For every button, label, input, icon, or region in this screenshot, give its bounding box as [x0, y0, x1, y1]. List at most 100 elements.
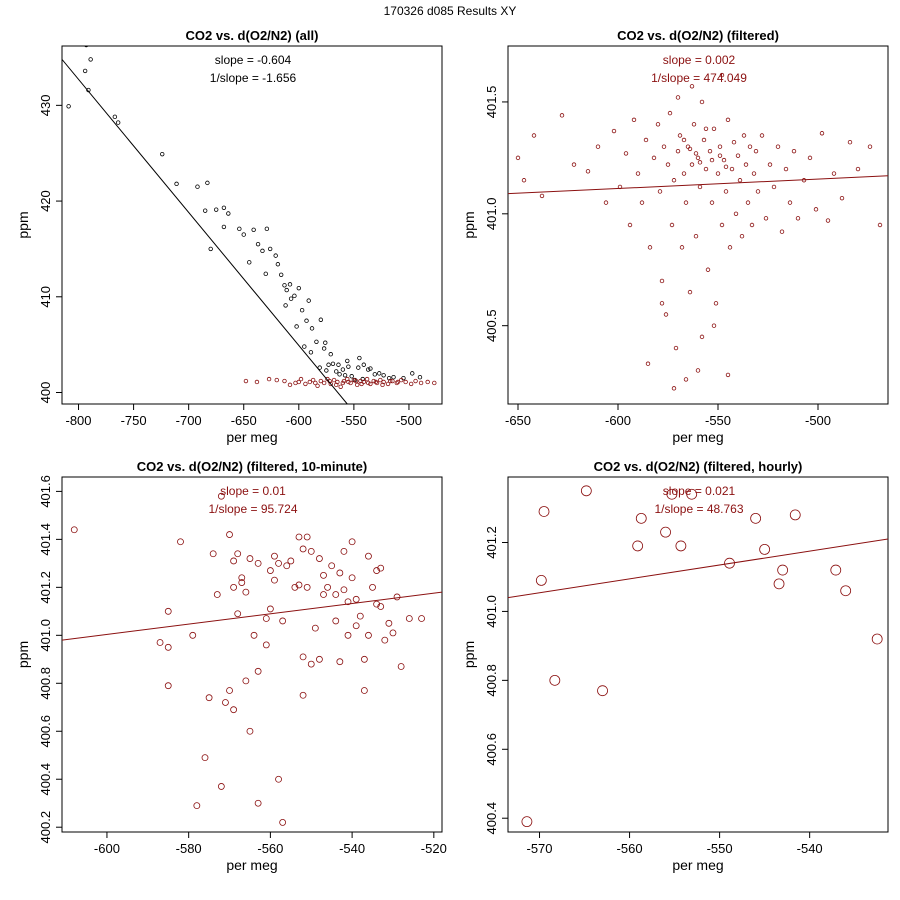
data-point [410, 371, 415, 376]
data-point [70, 526, 78, 534]
y-tick-label: 400 [38, 382, 53, 404]
data-point [295, 533, 303, 541]
data-point [645, 361, 651, 366]
y-tick-label: 401.5 [484, 86, 499, 119]
data-point [717, 144, 723, 149]
data-point [432, 380, 437, 386]
y-tick-label: 401.0 [484, 198, 499, 231]
x-tick-label: -600 [605, 413, 631, 428]
data-point [825, 218, 831, 223]
data-point [666, 488, 678, 500]
data-point [361, 362, 366, 367]
data-point [242, 588, 250, 596]
x-tick-label: -550 [707, 841, 733, 856]
regression-line [62, 591, 442, 641]
data-point [349, 374, 354, 379]
data-point [84, 46, 89, 48]
y-tick-label: 401.4 [38, 523, 53, 556]
data-point [719, 222, 725, 228]
data-point [230, 583, 238, 591]
data-point [365, 631, 372, 639]
data-point [307, 379, 313, 385]
data-point [296, 285, 302, 291]
data-point [156, 639, 164, 646]
data-point [373, 379, 379, 385]
data-point [388, 378, 393, 384]
data-point [733, 211, 739, 217]
plot-frame [61, 476, 443, 833]
data-point [328, 562, 336, 570]
data-point [352, 622, 360, 630]
data-point [246, 727, 254, 735]
data-point [331, 377, 337, 383]
data-point [695, 368, 701, 373]
data-point [279, 819, 287, 826]
data-point [340, 380, 346, 386]
x-tick-label: -580 [176, 841, 202, 856]
data-point [340, 367, 346, 372]
data-point [348, 574, 356, 582]
data-point [695, 155, 701, 161]
data-point [242, 677, 250, 685]
data-point [657, 189, 663, 194]
x-tick-label: -600 [286, 413, 312, 428]
data-point [364, 376, 370, 382]
data-point [741, 133, 747, 138]
data-point [309, 326, 315, 331]
data-point [685, 144, 691, 149]
data-point [254, 799, 262, 807]
panel-all: CO2 vs. d(O2/N2) (all) -800 -750 -700 -650 -6… [15, 28, 443, 445]
data-point [271, 576, 278, 584]
data-point [306, 298, 311, 303]
plot-frame [61, 45, 443, 405]
data-point [559, 113, 565, 118]
regression-line [62, 59, 348, 404]
data-point [230, 706, 238, 714]
data-point [164, 643, 172, 651]
data-point [683, 377, 689, 382]
data-point [751, 171, 757, 176]
data-point [317, 365, 322, 370]
data-point [773, 578, 785, 590]
data-point [667, 110, 673, 116]
data-point [217, 783, 225, 790]
data-point [337, 372, 342, 377]
chart-title: CO2 vs. d(O2/N2) (filtered, 10-minute) [137, 459, 367, 474]
data-point [675, 540, 687, 552]
data-point [321, 380, 327, 386]
inverse-slope-annotation: 1/slope = 474.049 [651, 71, 747, 85]
data-point [193, 802, 201, 810]
data-point [585, 169, 591, 174]
data-point [813, 207, 819, 212]
data-point [346, 379, 351, 385]
data-point [701, 137, 707, 143]
data-point [659, 278, 665, 284]
data-point [283, 303, 288, 308]
data-point [189, 631, 197, 639]
plot-content [62, 46, 437, 404]
data-point [202, 208, 208, 213]
data-point [755, 189, 761, 194]
data-point [112, 114, 118, 120]
data-point [631, 117, 637, 123]
data-point [731, 140, 737, 145]
x-axis-label: per meg [672, 857, 723, 873]
data-point [308, 350, 314, 355]
data-point [713, 301, 719, 306]
x-tick-label: -700 [176, 413, 202, 428]
data-point [377, 564, 385, 572]
data-point [334, 369, 339, 374]
data-point [783, 166, 789, 172]
data-point [174, 181, 179, 187]
data-point [263, 271, 268, 277]
data-point [250, 631, 258, 639]
data-point [665, 162, 671, 167]
data-point [679, 245, 685, 250]
y-tick-label: 400.6 [38, 715, 53, 748]
data-point [303, 381, 308, 387]
data-point [399, 377, 404, 383]
data-point [346, 364, 351, 369]
data-point [195, 184, 200, 189]
y-tick-label: 400.5 [484, 309, 499, 342]
data-point [330, 361, 336, 366]
